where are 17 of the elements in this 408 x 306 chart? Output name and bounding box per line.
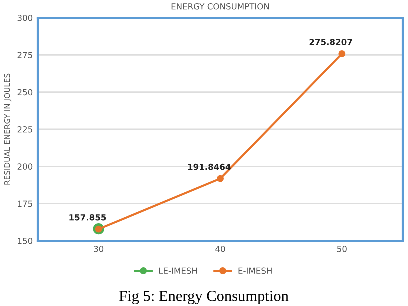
x-tick-label: 40 bbox=[216, 246, 226, 252]
y-tick-label: 200 bbox=[18, 164, 33, 170]
y-tick-label: 300 bbox=[18, 14, 33, 22]
chart-title: ENERGY CONSUMPTION bbox=[172, 3, 270, 10]
data-label: 191.8464 bbox=[188, 164, 231, 170]
y-tick-label: 275 bbox=[18, 52, 32, 58]
legend-label: E-IMESH bbox=[238, 268, 272, 274]
y-tick-label: 225 bbox=[18, 126, 32, 133]
caption: Fig 5: Energy Consumption bbox=[119, 291, 289, 304]
y-tick-label: 150 bbox=[18, 238, 33, 244]
x-tick-label: 30 bbox=[94, 246, 104, 252]
y-tick-label: 250 bbox=[18, 89, 33, 96]
data-label: 275.8207 bbox=[310, 39, 352, 46]
legend-label: LE-IMESH bbox=[159, 268, 198, 274]
data-label: 157.855 bbox=[70, 214, 106, 221]
y-tick-label: 175 bbox=[18, 200, 32, 208]
x-tick-label: 50 bbox=[338, 246, 347, 252]
